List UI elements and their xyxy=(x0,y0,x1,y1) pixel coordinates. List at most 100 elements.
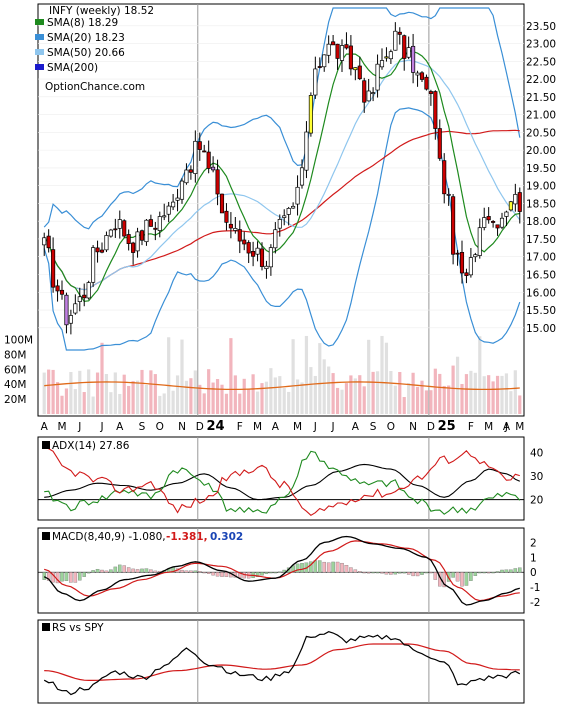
volume-bar xyxy=(398,372,402,414)
candle-body xyxy=(64,294,69,326)
candle-body xyxy=(228,223,233,229)
macd-histogram-bar xyxy=(473,572,478,576)
candle-body xyxy=(108,229,113,237)
adx-legend-swatch xyxy=(42,441,50,449)
volume-bar xyxy=(309,367,313,414)
month-label: M xyxy=(515,421,524,433)
month-label: M xyxy=(253,421,262,433)
macd-histogram-bar xyxy=(193,570,198,573)
macd-histogram-bar xyxy=(206,572,211,574)
candle-body xyxy=(202,150,207,153)
candle-body xyxy=(175,197,180,201)
volume-bar xyxy=(127,385,131,414)
price-tick-label: 23.50 xyxy=(526,21,556,33)
month-label: A xyxy=(41,421,49,433)
volume-tick-label: 100M xyxy=(4,334,33,346)
month-label: M xyxy=(57,421,66,433)
volume-bar xyxy=(55,382,60,414)
legend-swatch xyxy=(35,49,44,55)
macd-histogram-bar xyxy=(318,560,322,573)
volume-bar xyxy=(389,371,393,414)
macd-histogram-bar xyxy=(69,572,73,583)
candle-body xyxy=(455,252,460,255)
macd-line xyxy=(43,535,520,606)
volume-bar xyxy=(69,372,73,414)
macd-histogram-bar xyxy=(495,571,500,573)
volume-bar xyxy=(82,392,86,414)
volume-bar xyxy=(367,339,371,414)
sma20-line xyxy=(43,59,521,291)
month-label: O xyxy=(387,421,395,433)
macd-histogram-bar xyxy=(73,572,78,583)
candle-body xyxy=(255,247,260,255)
candle-body xyxy=(193,140,198,174)
price-panel-frame xyxy=(37,3,525,417)
volume-bar xyxy=(429,390,433,414)
macd-histogram-bar xyxy=(429,572,433,574)
candle-body xyxy=(135,231,140,252)
candle-body xyxy=(171,201,176,208)
volume-bar xyxy=(282,388,286,414)
rs-line xyxy=(43,631,521,696)
volume-bar xyxy=(500,375,504,414)
price-tick-label: 21.00 xyxy=(526,110,556,122)
volume-bar xyxy=(180,339,184,414)
candle-body xyxy=(468,257,473,276)
candle-body xyxy=(317,66,322,68)
candle-body xyxy=(304,131,309,171)
price-tick-label: 18.00 xyxy=(526,216,556,228)
macd-histogram-bar xyxy=(478,572,482,574)
legend-label: SMA(20) 18.23 xyxy=(47,32,125,44)
volume-bar xyxy=(202,393,206,414)
candle-body xyxy=(362,80,367,103)
legend-swatch xyxy=(35,64,44,70)
macd-histogram-bar xyxy=(189,570,193,573)
candle-body xyxy=(86,282,91,299)
macd-histogram-value: 0.302 xyxy=(210,531,243,543)
legend-label: SMA(8) 18.29 xyxy=(47,17,118,29)
volume-bar xyxy=(144,385,149,414)
price-tick-label: 16.00 xyxy=(526,287,556,299)
volume-bar xyxy=(411,372,415,414)
rs-panel-frame xyxy=(37,619,525,704)
macd-histogram-bar xyxy=(109,569,113,573)
macd-histogram-bar xyxy=(198,571,202,573)
macd-histogram-bar xyxy=(380,572,384,574)
macd-histogram-bar xyxy=(486,572,491,574)
macd-tick-label: 0 xyxy=(530,567,537,579)
candle-body xyxy=(411,45,416,73)
volume-bar xyxy=(60,395,64,414)
volume-bar xyxy=(269,368,273,414)
macd-histogram-bar xyxy=(513,568,518,573)
macd-histogram-bar xyxy=(349,567,353,573)
volume-bar xyxy=(442,385,446,414)
volume-bar xyxy=(371,371,375,414)
rs-average-line xyxy=(44,643,520,681)
volume-bar xyxy=(100,342,104,414)
macd-histogram-bar xyxy=(46,572,51,581)
candle-body xyxy=(482,217,487,228)
candle-body xyxy=(508,201,513,211)
volume-tick-label: 40M xyxy=(4,379,26,391)
macd-histogram-bar xyxy=(140,568,144,573)
volume-tick-label: 60M xyxy=(4,364,26,376)
macd-histogram-bar xyxy=(300,563,304,573)
candle-body xyxy=(442,160,447,195)
price-tick-label: 15.00 xyxy=(526,323,556,335)
price-tick-label: 18.50 xyxy=(526,198,556,210)
candle-body xyxy=(104,235,109,251)
volume-bar xyxy=(353,378,357,414)
macd-histogram-bar xyxy=(482,572,486,574)
volume-bar xyxy=(487,375,491,414)
macd-histogram-bar xyxy=(331,561,335,573)
candle-body xyxy=(122,220,127,237)
volume-bar xyxy=(349,375,353,414)
candle-body xyxy=(495,224,500,229)
volume-bar xyxy=(109,392,113,414)
macd-histogram-bar xyxy=(126,567,131,573)
volume-bar xyxy=(184,380,189,414)
candle-body xyxy=(215,169,220,195)
candle-body xyxy=(166,205,171,215)
macd-histogram-bar xyxy=(500,569,504,573)
